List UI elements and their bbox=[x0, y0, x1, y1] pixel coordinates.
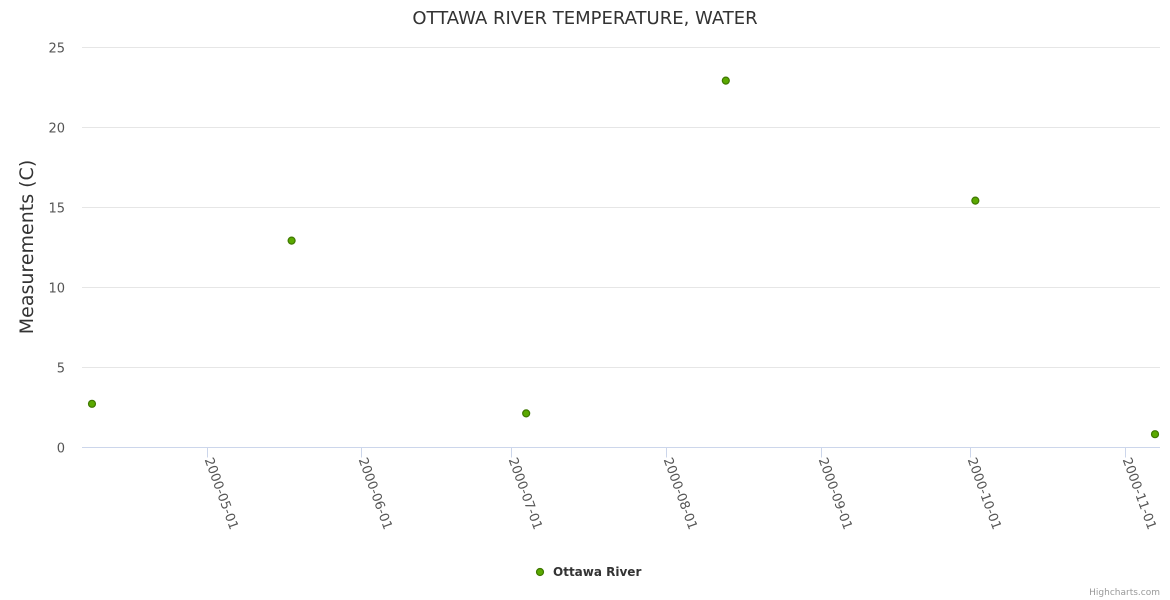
y-axis-title: Measurements (C) bbox=[16, 160, 38, 334]
y-tick-label: 15 bbox=[48, 202, 65, 217]
y-tick-label: 5 bbox=[57, 362, 65, 377]
credits-link[interactable]: Highcharts.com bbox=[1089, 588, 1160, 598]
y-tick-label: 20 bbox=[48, 122, 65, 137]
y-tick-label: 25 bbox=[48, 42, 65, 57]
series-ottawa-river bbox=[87, 76, 1160, 439]
data-point[interactable] bbox=[721, 76, 730, 85]
y-tick-label: 0 bbox=[57, 442, 65, 457]
chart-title: OTTAWA RIVER TEMPERATURE, WATER bbox=[412, 8, 757, 29]
y-tick-label: 10 bbox=[48, 282, 65, 297]
data-point[interactable] bbox=[287, 236, 296, 245]
data-point[interactable] bbox=[522, 409, 531, 418]
data-point[interactable] bbox=[1150, 430, 1160, 439]
data-point[interactable] bbox=[971, 196, 980, 205]
legend[interactable]: Ottawa River bbox=[535, 565, 642, 579]
gridlines bbox=[82, 47, 1160, 368]
y-axis-ticks: 0 5 10 15 20 25 bbox=[48, 42, 65, 457]
data-point[interactable] bbox=[87, 399, 97, 408]
legend-label[interactable]: Ottawa River bbox=[553, 565, 641, 579]
legend-marker bbox=[535, 567, 545, 577]
